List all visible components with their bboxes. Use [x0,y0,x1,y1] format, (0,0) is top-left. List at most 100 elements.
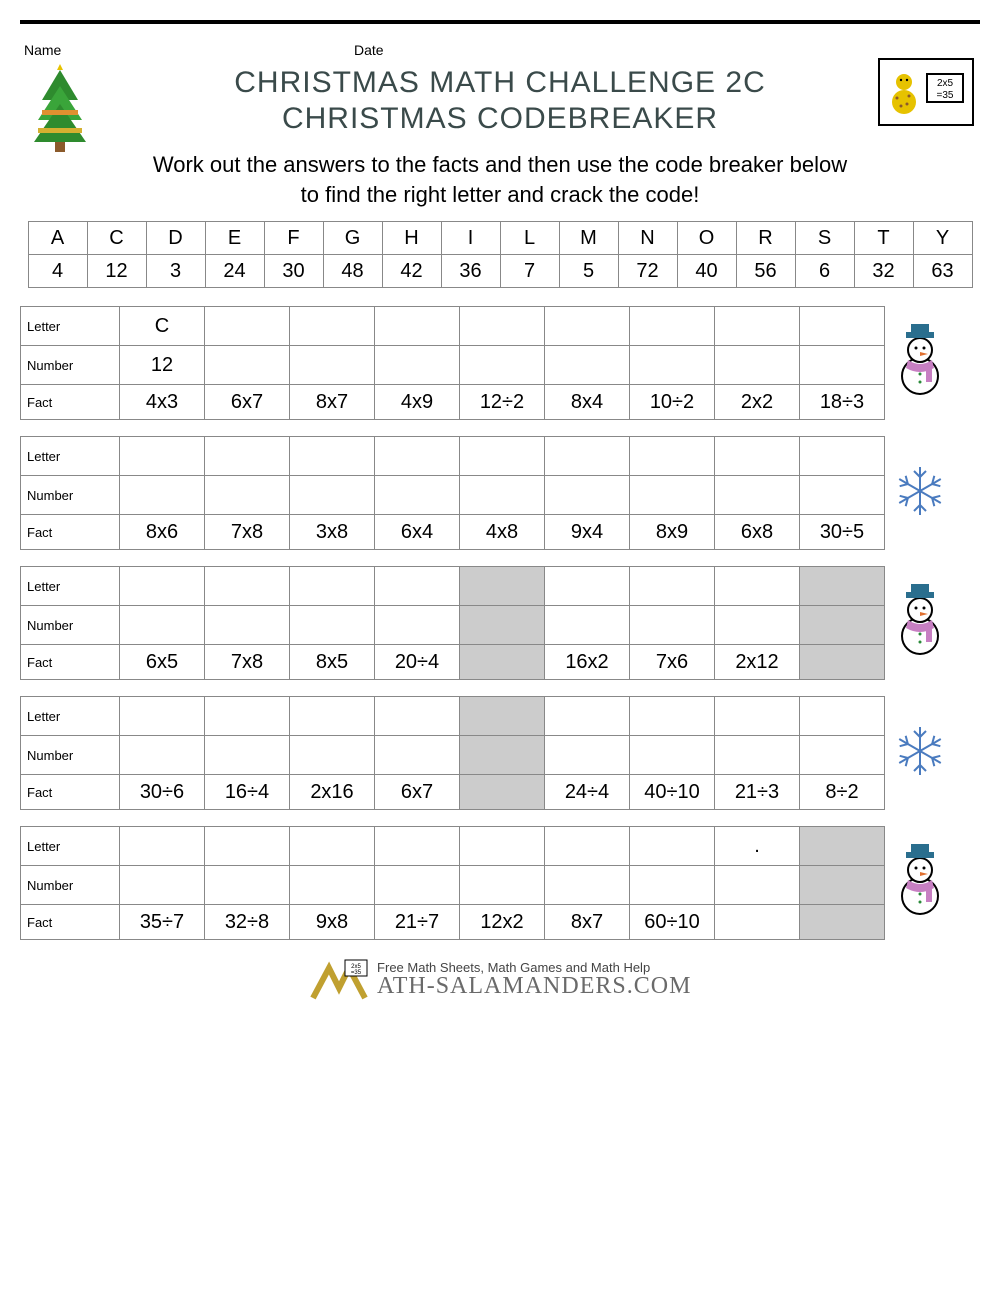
fact-cell: 35÷7 [120,905,205,940]
number-cell [375,606,460,645]
key-number: 48 [323,255,382,288]
key-number: 32 [854,255,913,288]
letter-cell [205,827,290,866]
letter-cell [120,567,205,606]
name-label: Name [24,42,354,58]
letter-cell [120,437,205,476]
key-number: 56 [736,255,795,288]
number-cell [205,346,290,385]
letter-cell [460,697,545,736]
number-cell [630,346,715,385]
number-label: Number [21,866,120,905]
letter-cell [630,437,715,476]
number-cell [715,476,800,515]
header-fields: Name Date [20,42,980,58]
key-letter: C [87,222,146,255]
letter-cell [715,697,800,736]
fact-cell: 40÷10 [630,775,715,810]
fact-cell: 7x8 [205,515,290,550]
fact-cell: 2x2 [715,385,800,420]
key-letter: N [618,222,677,255]
letter-cell [715,307,800,346]
letter-label: Letter [21,307,120,346]
key-number: 7 [500,255,559,288]
fact-cell: 4x8 [460,515,545,550]
puzzle-table: LetterCNumber12Fact4x36x78x74x912÷28x410… [20,306,885,420]
key-number: 24 [205,255,264,288]
number-label: Number [21,606,120,645]
letter-cell [290,567,375,606]
letter-cell: C [120,307,205,346]
fact-cell: 2x16 [290,775,375,810]
key-letter: Y [913,222,972,255]
fact-label: Fact [21,515,120,550]
number-cell [545,346,630,385]
number-cell [205,736,290,775]
letter-cell [800,307,885,346]
number-cell [460,736,545,775]
puzzle-block: LetterNumberFact30÷616÷42x166x724÷440÷10… [20,696,980,810]
key-letter: M [559,222,618,255]
fact-label: Fact [21,775,120,810]
letter-cell [205,697,290,736]
letter-cell [290,437,375,476]
snowman-icon [885,844,955,923]
puzzle-table: LetterNumberFact30÷616÷42x166x724÷440÷10… [20,696,885,810]
fact-cell: 8x5 [290,645,375,680]
number-cell [800,866,885,905]
fact-cell: 10÷2 [630,385,715,420]
letter-cell [290,307,375,346]
fact-cell [800,645,885,680]
letter-label: Letter [21,827,120,866]
key-letter: R [736,222,795,255]
number-cell [375,736,460,775]
number-cell [290,476,375,515]
key-letter: I [441,222,500,255]
number-cell [800,606,885,645]
key-letter: S [795,222,854,255]
fact-cell: 18÷3 [800,385,885,420]
letter-cell [800,697,885,736]
number-cell [545,866,630,905]
code-key-table: ACDEFGHILMNORSTY 41232430484236757240566… [28,221,973,288]
number-cell [205,606,290,645]
letter-cell [545,437,630,476]
instructions-line1: Work out the answers to the facts and th… [153,152,847,177]
number-cell [800,346,885,385]
number-cell [205,866,290,905]
key-number: 12 [87,255,146,288]
letter-cell [545,697,630,736]
number-cell [460,866,545,905]
key-letter: A [28,222,87,255]
fact-cell: 21÷7 [375,905,460,940]
number-cell [630,476,715,515]
number-cell [290,606,375,645]
number-cell [290,866,375,905]
letter-cell [375,827,460,866]
number-cell [120,606,205,645]
number-cell [630,736,715,775]
number-cell [460,476,545,515]
number-cell [630,606,715,645]
letter-cell [290,827,375,866]
letter-cell [630,827,715,866]
letter-cell [715,567,800,606]
letter-cell [205,437,290,476]
fact-cell: 12x2 [460,905,545,940]
letter-cell [460,307,545,346]
letter-cell [715,437,800,476]
letter-cell [120,827,205,866]
letter-cell [545,827,630,866]
fact-label: Fact [21,385,120,420]
key-letter: E [205,222,264,255]
worksheet-title-2: CHRISTMAS CODEBREAKER [20,102,980,136]
svg-text:2x5: 2x5 [937,78,954,89]
snowman-icon [885,584,955,663]
svg-text:=35: =35 [351,970,362,976]
fact-cell: 6x4 [375,515,460,550]
fact-cell: 16x2 [545,645,630,680]
letter-cell [800,437,885,476]
key-letter: F [264,222,323,255]
letter-cell [120,697,205,736]
puzzle-block: LetterNumberFact6x57x88x520÷416x27x62x12 [20,566,980,680]
